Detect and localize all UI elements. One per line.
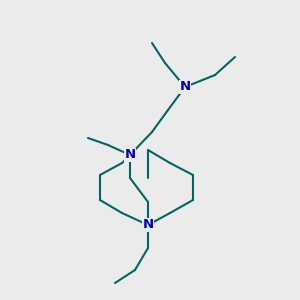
Text: N: N — [179, 80, 191, 94]
Text: N: N — [142, 218, 154, 232]
Text: N: N — [124, 148, 136, 161]
